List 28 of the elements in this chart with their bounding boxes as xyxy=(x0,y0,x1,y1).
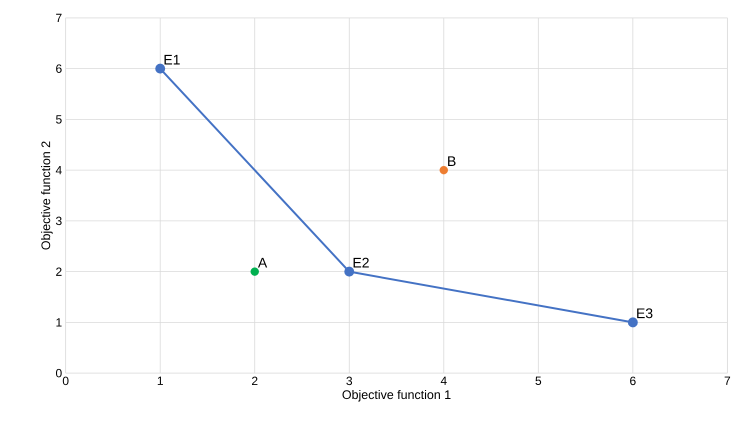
y-tick-label: 0 xyxy=(56,368,62,378)
y-tick-label: 5 xyxy=(56,115,62,124)
annotation: B xyxy=(448,156,456,166)
y-tick-label: 1 xyxy=(56,318,62,327)
y-tick-label: 4 xyxy=(56,166,62,174)
x-tick-label: 4 xyxy=(440,376,447,385)
y-tick-label: 2 xyxy=(56,268,62,276)
point xyxy=(155,64,166,74)
annotation: E3 xyxy=(637,308,652,318)
x-tick-label: 7 xyxy=(724,376,730,385)
x-axis-title: Objective function 1 xyxy=(342,390,451,402)
x-tick-label: 2 xyxy=(252,376,258,386)
x-tick-label: 3 xyxy=(346,376,352,386)
point xyxy=(440,166,448,174)
annotation: E1 xyxy=(164,54,180,65)
annotation: A xyxy=(258,258,268,268)
x-tick-label: 6 xyxy=(630,376,636,386)
y-tick-label: 7 xyxy=(56,14,62,22)
annotation: E2 xyxy=(354,258,369,268)
y-tick-label: 6 xyxy=(56,64,62,73)
x-tick-label: 0 xyxy=(62,376,69,386)
point xyxy=(250,268,259,276)
point xyxy=(344,266,354,277)
point xyxy=(628,317,638,328)
x-tick-label: 5 xyxy=(535,376,542,386)
x-tick-label: 1 xyxy=(158,376,163,385)
y-tick-label: 3 xyxy=(56,216,62,226)
y-axis-title: Objective function 2 xyxy=(41,142,53,250)
